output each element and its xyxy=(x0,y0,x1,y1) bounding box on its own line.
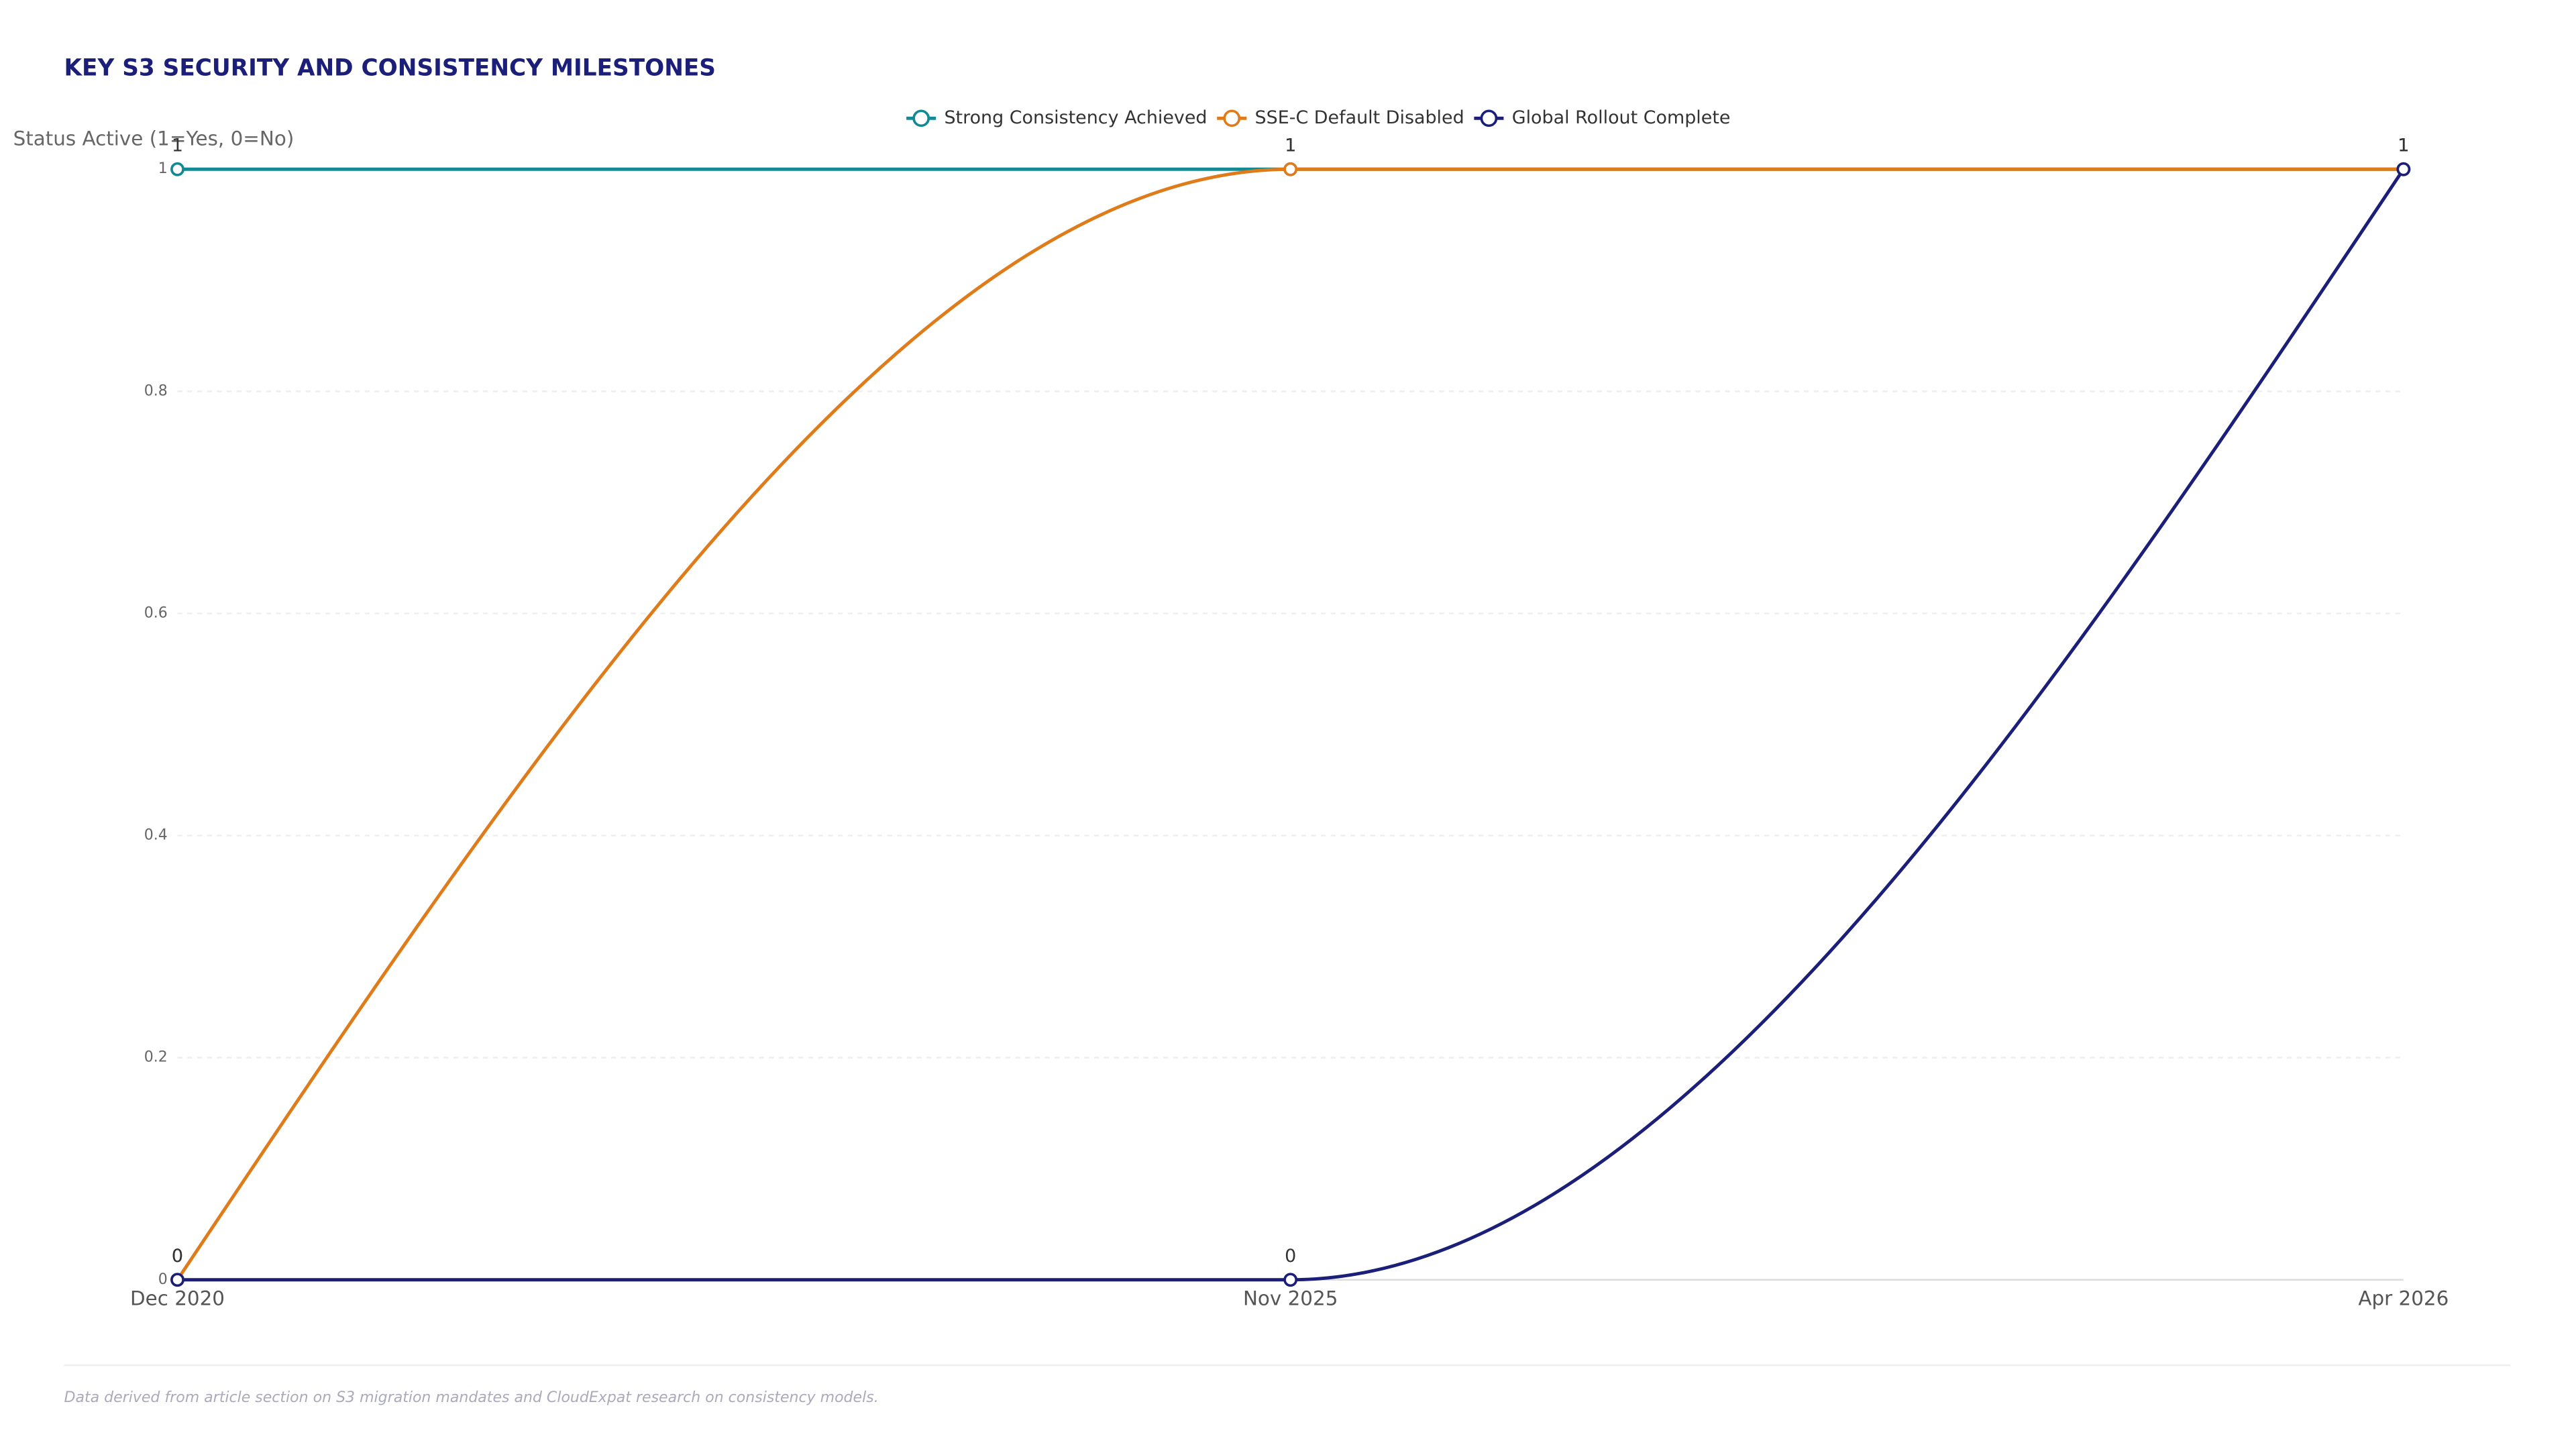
y-axis-label: Status Active (1=Yes, 0=No) xyxy=(13,127,294,150)
legend-item: Global Rollout Complete xyxy=(1474,107,1730,128)
legend-marker xyxy=(1223,109,1241,127)
y-tick-label: 0.4 xyxy=(144,827,168,844)
legend-label: Strong Consistency Achieved xyxy=(944,107,1207,128)
footer-note: Data derived from article section on S3 … xyxy=(64,1389,879,1406)
x-tick-label: Dec 2020 xyxy=(130,1287,225,1310)
data-label: 1 xyxy=(1285,135,1296,156)
point xyxy=(2396,162,2411,176)
legend: Strong Consistency Achieved SSE-C Default… xyxy=(906,107,1730,128)
data-label: 0 xyxy=(1285,1246,1296,1267)
chart-title: KEY S3 SECURITY AND CONSISTENCY MILESTON… xyxy=(64,54,716,81)
legend-item: Strong Consistency Achieved xyxy=(906,107,1208,128)
point xyxy=(1283,1273,1298,1287)
y-tick-label: 0 xyxy=(158,1271,168,1288)
series-line xyxy=(177,168,2405,1282)
series-line xyxy=(176,167,2404,1281)
x-tick-label: Nov 2025 xyxy=(1243,1287,1338,1310)
legend-marker xyxy=(912,109,930,127)
point xyxy=(170,162,184,176)
data-label: 1 xyxy=(2398,135,2409,156)
point xyxy=(1283,162,1298,176)
data-label: 0 xyxy=(172,1246,183,1267)
data-label: 1 xyxy=(172,135,183,156)
y-tick-label: 1 xyxy=(158,160,168,177)
y-tick-label: 0.2 xyxy=(144,1049,168,1066)
data-label: 1 xyxy=(2398,135,2409,156)
x-tick-label: Apr 2026 xyxy=(2358,1287,2449,1310)
legend-item: SSE-C Default Disabled xyxy=(1217,107,1464,128)
data-label: 0 xyxy=(172,1246,183,1267)
legend-label: SSE-C Default Disabled xyxy=(1255,107,1464,128)
data-label: 1 xyxy=(2398,135,2409,156)
y-tick-label: 0.6 xyxy=(144,604,168,621)
data-label: 1 xyxy=(1285,135,1296,156)
point xyxy=(170,1273,184,1287)
legend-marker xyxy=(1480,109,1498,127)
legend-label: Global Rollout Complete xyxy=(1512,107,1731,128)
y-tick-label: 0.8 xyxy=(144,382,168,399)
